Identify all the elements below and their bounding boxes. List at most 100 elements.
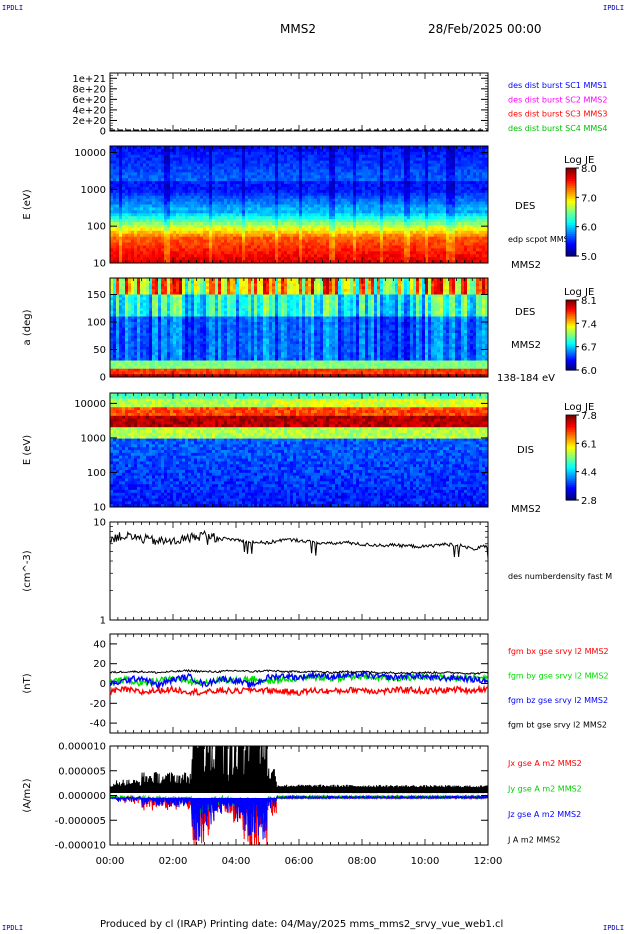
bfield-line <box>109 684 489 697</box>
y-axis-label: a (deg) <box>22 309 33 345</box>
x-tick-label: 04:00 <box>222 856 251 867</box>
colorbar-tick-label: 4.4 <box>581 468 597 479</box>
y-tick-label: 1e+21 <box>72 74 106 85</box>
y-tick-label: 8e+20 <box>72 84 106 95</box>
colorbar-tick-label: 7.8 <box>581 411 597 422</box>
spacecraft-title: MMS2 <box>280 22 316 36</box>
y-tick-label: 50 <box>93 345 106 356</box>
y-tick-label: 2e+20 <box>72 116 106 127</box>
y-tick-label: 0 <box>100 373 106 384</box>
legend-entry: fgm by gse srvy l2 MMS2 <box>508 672 609 681</box>
y-axis-label: (A/m2) <box>22 778 33 812</box>
y-tick-label: 40 <box>93 639 106 650</box>
legend-entry: Jz gse A m2 MMS2 <box>507 810 581 819</box>
x-tick-label: 12:00 <box>474 856 503 867</box>
legend-entry: des numberdensity fast M <box>508 572 612 581</box>
panel-tag: MMS2 <box>511 340 541 351</box>
x-tick-label: 10:00 <box>411 856 440 867</box>
y-tick-label: 10 <box>93 259 106 270</box>
legend-entry: des dist burst SC2 MMS2 <box>508 95 607 104</box>
y-tick-label: 100 <box>87 468 106 479</box>
y-tick-label: 0.000005 <box>58 766 106 777</box>
y-tick-label: 100 <box>87 318 106 329</box>
colorbar-tick-label: 6.7 <box>581 343 597 354</box>
y-tick-label: 10 <box>93 518 106 529</box>
x-tick-label: 00:00 <box>96 856 125 867</box>
y-axis-label: (nT) <box>22 673 33 693</box>
y-tick-label: 10000 <box>74 399 106 410</box>
panel-tag: 138-184 eV <box>497 373 555 384</box>
legend-entry: fgm bt gse srvy l2 MMS2 <box>508 721 607 730</box>
bfield-line <box>109 668 489 676</box>
y-tick-label: 100 <box>87 222 106 233</box>
colorbar-title: Log JE <box>564 287 594 298</box>
current-line <box>109 794 489 846</box>
y-tick-label: 6e+20 <box>72 95 106 106</box>
y-tick-label: 0 <box>100 127 106 138</box>
y-tick-label: -0.000010 <box>55 841 106 852</box>
colorbar-tick-label: 2.8 <box>581 496 597 507</box>
density-frame <box>109 521 489 621</box>
colorbar-title: Log JE <box>564 402 594 413</box>
y-axis-label: E (eV) <box>22 435 33 465</box>
date-title: 28/Feb/2025 00:00 <box>428 22 542 36</box>
y-tick-label: 0.000000 <box>58 791 106 802</box>
colorbar-title: Log JE <box>564 155 594 166</box>
x-tick-label: 06:00 <box>285 856 314 867</box>
y-tick-label: 20 <box>93 659 106 670</box>
legend-entry: des dist burst SC1 MMS1 <box>508 81 607 90</box>
y-tick-label: -20 <box>90 699 106 710</box>
panel-tag: MMS2 <box>511 504 541 515</box>
colorbar-tick-label: 6.0 <box>581 366 597 377</box>
legend-entry: fgm bx gse srvy l2 MMS2 <box>508 647 609 656</box>
panel-tag: DES <box>515 307 535 318</box>
colorbar-tick-label: 6.0 <box>581 223 597 234</box>
y-tick-label: 150 <box>87 290 106 301</box>
colorbar-tick-label: 7.0 <box>581 193 597 204</box>
colorbar-tick-label: 5.0 <box>581 252 597 263</box>
y-tick-label: 1000 <box>81 433 106 444</box>
panel-tag: DES <box>515 201 535 212</box>
colorbar <box>565 299 577 371</box>
y-tick-label: 1000 <box>81 185 106 196</box>
current-frame <box>109 745 489 846</box>
legend-entry: des dist burst SC4 MMS4 <box>508 124 607 133</box>
burst-panel-frame <box>109 72 489 132</box>
current-line <box>109 794 489 841</box>
corner-label: IPDLI <box>2 4 24 12</box>
colorbar <box>565 167 577 257</box>
legend-entry: J A m2 MMS2 <box>507 836 560 845</box>
current-line <box>109 745 489 794</box>
y-tick-label: 1 <box>100 616 106 627</box>
colorbar-tick-label: 6.1 <box>581 439 597 450</box>
y-axis-label: (cm^-3) <box>22 550 33 591</box>
colorbar <box>565 414 577 501</box>
corner-label: IPDLI <box>2 924 24 932</box>
corner-label: IPDLI <box>603 4 625 12</box>
colorbar-tick-label: 8.0 <box>581 164 597 175</box>
y-tick-label: -0.000005 <box>55 816 106 827</box>
bfield-frame <box>109 633 489 734</box>
y-tick-label: -40 <box>90 719 106 730</box>
y-axis-label: E (eV) <box>22 189 33 219</box>
density-line <box>109 529 489 559</box>
panel-tag: edp scpot MMS2 <box>508 235 574 244</box>
colorbar-tick-label: 7.4 <box>581 319 597 330</box>
x-tick-label: 08:00 <box>348 856 377 867</box>
legend-entry: fgm bz gse srvy l2 MMS2 <box>508 696 608 705</box>
corner-label: IPDLI <box>603 924 625 932</box>
y-tick-label: 0 <box>100 679 106 690</box>
y-tick-label: 4e+20 <box>72 105 106 116</box>
y-tick-label: 10000 <box>74 148 106 159</box>
legend-entry: Jx gse A m2 MMS2 <box>507 759 582 768</box>
legend-entry: des dist burst SC3 MMS3 <box>508 110 607 119</box>
bfield-line <box>109 670 489 690</box>
colorbar-tick-label: 8.1 <box>581 296 597 307</box>
y-tick-label: 10 <box>93 503 106 514</box>
x-tick-label: 02:00 <box>159 856 188 867</box>
panel-tag: DIS <box>517 445 534 456</box>
panel-tag: MMS2 <box>511 260 541 271</box>
y-tick-label: 0.000010 <box>58 742 106 753</box>
footer-credit: Produced by cl (IRAP) Printing date: 04/… <box>100 919 504 930</box>
